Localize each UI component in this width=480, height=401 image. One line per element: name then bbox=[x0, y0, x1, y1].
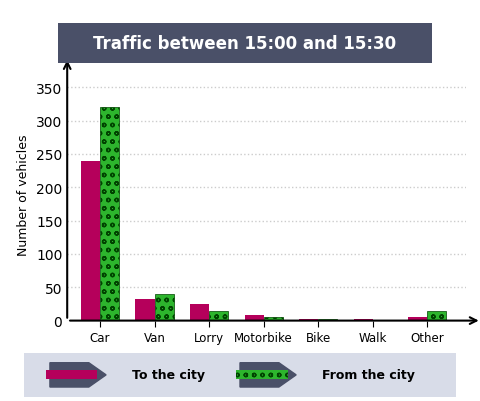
Bar bbox=[135, 300, 155, 321]
Bar bbox=[373, 320, 392, 321]
Text: From the city: From the city bbox=[322, 369, 415, 381]
Bar bbox=[236, 371, 288, 379]
Bar bbox=[408, 318, 427, 321]
Bar bbox=[264, 318, 283, 321]
Bar bbox=[81, 161, 100, 321]
Y-axis label: Number of vehicles: Number of vehicles bbox=[17, 134, 30, 255]
Bar bbox=[427, 311, 446, 321]
Bar bbox=[299, 320, 318, 321]
X-axis label: Type of vehicle: Type of vehicle bbox=[215, 355, 318, 369]
FancyArrow shape bbox=[240, 363, 296, 387]
Text: Traffic between 15:00 and 15:30: Traffic between 15:00 and 15:30 bbox=[93, 35, 396, 53]
FancyArrow shape bbox=[50, 363, 106, 387]
Bar bbox=[190, 304, 209, 321]
Bar bbox=[100, 108, 119, 321]
Bar bbox=[209, 311, 228, 321]
Text: To the city: To the city bbox=[132, 369, 205, 381]
Bar bbox=[354, 320, 373, 321]
Bar bbox=[318, 320, 337, 321]
Bar bbox=[46, 371, 97, 379]
Bar bbox=[245, 316, 264, 321]
Bar bbox=[155, 294, 174, 321]
